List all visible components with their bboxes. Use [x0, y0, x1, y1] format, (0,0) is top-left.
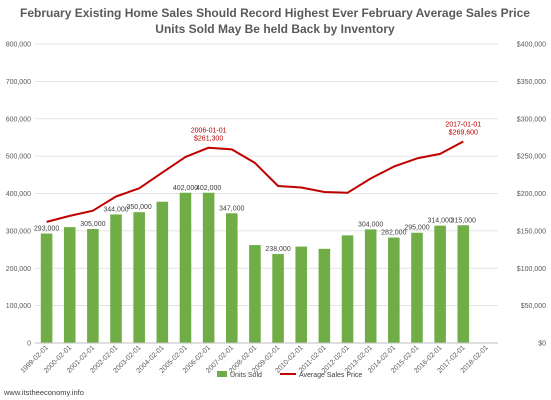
gridlines [35, 43, 498, 344]
annotation-date: 2017-01-01 [445, 121, 481, 128]
bar-data-label: 315,000 [451, 217, 476, 224]
bar-data-label: 402,000 [173, 185, 198, 192]
right-axis: $0 $50,000 $100,000 $150,000 $200,000 $250,00… [517, 42, 546, 348]
bar [249, 245, 261, 343]
bar [388, 237, 400, 343]
bar [40, 233, 53, 343]
y-left-tick-label: 0 [27, 341, 31, 348]
y-right-tick-label: $0 [538, 341, 546, 348]
annotation-date: 2006-01-01 [191, 128, 227, 135]
bars-units-sold [40, 192, 470, 343]
bar-data-label: 295,000 [404, 225, 429, 232]
bar [457, 225, 470, 343]
bar [133, 212, 145, 343]
price-annotations: 2006-01-01$261,300 2017-01-01$269,600 [191, 121, 482, 142]
chart-title-line2: Units Sold May Be held Back by Inventory [155, 22, 395, 36]
bar [63, 227, 76, 343]
bar [156, 201, 169, 343]
y-right-tick-label: $50,000 [521, 303, 546, 310]
y-left-tick-label: 700,000 [6, 79, 31, 86]
y-left-tick-label: 200,000 [6, 266, 31, 273]
bar [364, 229, 377, 343]
annotation-value: $261,300 [194, 136, 223, 143]
bar-data-label: 347,000 [219, 205, 244, 212]
bar-data-label: 238,000 [265, 246, 290, 253]
y-right-tick-label: $150,000 [517, 228, 546, 235]
y-left-tick-label: 100,000 [6, 303, 31, 310]
bar [434, 225, 446, 343]
bar-data-label: 314,000 [427, 218, 452, 225]
bar [341, 235, 354, 343]
legend-label-average-sales-price: Average Sales Price [299, 372, 362, 379]
legend: Units Sold Average Sales Price [217, 371, 362, 379]
y-right-tick-label: $350,000 [517, 79, 546, 86]
y-right-tick-label: $100,000 [517, 266, 546, 273]
bar [110, 214, 122, 343]
bar [87, 229, 99, 343]
bar [295, 246, 308, 343]
y-left-tick-label: 500,000 [6, 154, 31, 161]
y-left-tick-label: 800,000 [6, 42, 31, 49]
y-left-tick-label: 600,000 [6, 116, 31, 123]
bar [411, 232, 423, 343]
y-right-tick-label: $400,000 [517, 42, 546, 49]
price-line [46, 140, 464, 223]
bar [225, 213, 238, 343]
bar [272, 254, 284, 343]
y-left-tick-label: 300,000 [6, 228, 31, 235]
legend-swatch-units-sold [217, 371, 227, 377]
bar-data-label: 282,000 [381, 230, 406, 237]
y-right-tick-label: $250,000 [517, 154, 546, 161]
chart-title-line1: February Existing Home Sales Should Reco… [20, 6, 530, 20]
bar [179, 192, 192, 343]
bar-data-label: 305,000 [80, 221, 105, 228]
bar [202, 192, 215, 343]
x-axis: 1999-02-012000-02-012001-02-012002-02-01… [20, 342, 498, 375]
bar-data-label: 402,000 [196, 185, 221, 192]
y-left-tick-label: 400,000 [6, 191, 31, 198]
bar-data-label: 304,000 [358, 221, 383, 228]
annotation-value: $269,600 [449, 129, 478, 136]
line-average-sales-price [46, 140, 464, 223]
bar-data-label: 344,000 [103, 206, 128, 213]
y-right-tick-label: $200,000 [517, 191, 546, 198]
footer-source: www.itstheeconomy.info [3, 388, 84, 397]
bar-data-label: 350,000 [127, 204, 152, 211]
legend-label-units-sold: Units Sold [230, 372, 262, 379]
y-right-tick-label: $300,000 [517, 116, 546, 123]
bar [318, 248, 331, 343]
left-axis: 0 100,000 200,000 300,000 400,000 500,000 600,… [6, 42, 31, 348]
bar-data-label: 293,000 [34, 225, 59, 232]
